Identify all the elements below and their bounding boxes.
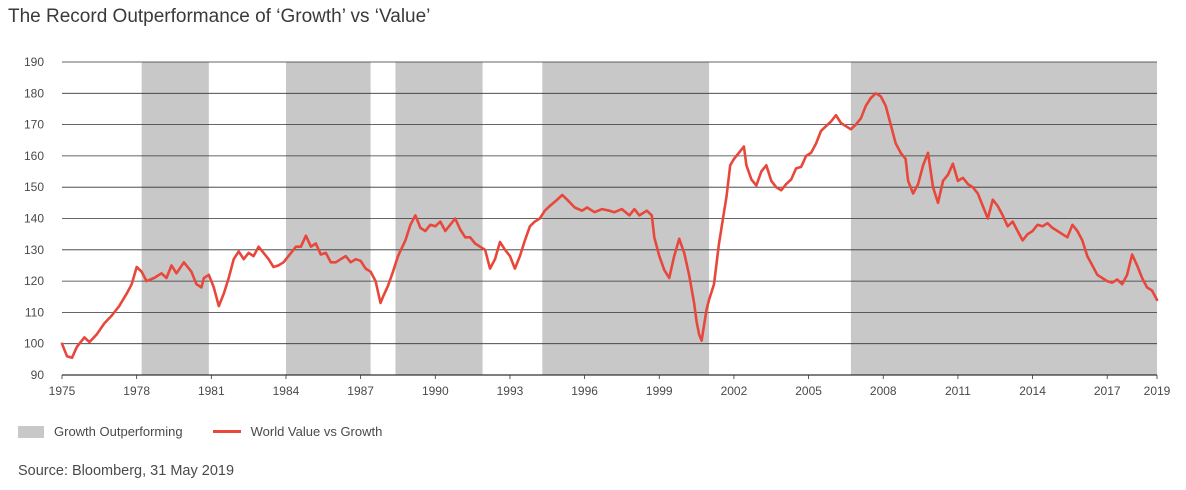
x-tick-label: 1984 bbox=[273, 384, 300, 398]
y-tick-label: 110 bbox=[25, 305, 44, 319]
legend-swatch-line bbox=[212, 430, 241, 433]
legend-label-line: World Value vs Growth bbox=[250, 424, 383, 439]
chart-title: The Record Outperformance of ‘Growth’ vs… bbox=[8, 6, 431, 27]
gridlines bbox=[62, 61, 1157, 376]
x-axis: 1975 1978 1981 1984 1987 1990 1993 1996 1999 2002… bbox=[49, 375, 1171, 398]
x-tick-label: 1990 bbox=[422, 384, 449, 398]
x-tick-label: 2019 bbox=[1144, 384, 1171, 398]
x-tick-label: 1978 bbox=[123, 384, 150, 398]
y-tick-label: 180 bbox=[24, 86, 44, 100]
x-tick-label: 1999 bbox=[646, 384, 673, 398]
series-line-1 bbox=[60, 92, 1159, 360]
x-tick-label: 1993 bbox=[497, 384, 524, 398]
x-tick-label: 2014 bbox=[1019, 384, 1046, 398]
x-tick-label: 2005 bbox=[795, 384, 822, 398]
x-tick-label: 2011 bbox=[945, 384, 971, 398]
x-tick-label: 2017 bbox=[1094, 384, 1121, 398]
y-tick-label: 90 bbox=[31, 368, 45, 382]
x-tick-label: 2008 bbox=[870, 384, 897, 398]
legend-swatch-shade bbox=[18, 425, 44, 438]
legend-label-shade: Growth Outperforming bbox=[54, 424, 183, 439]
y-tick-label: 150 bbox=[24, 180, 44, 194]
y-tick-label: 120 bbox=[24, 274, 44, 288]
series-lines bbox=[60, 92, 1159, 360]
y-tick-label: 190 bbox=[24, 55, 44, 69]
x-tick-label: 1987 bbox=[347, 384, 374, 398]
source-note: Source: Bloomberg, 31 May 2019 bbox=[18, 463, 235, 479]
x-tick-label: 1975 bbox=[49, 384, 76, 398]
y-tick-label: 160 bbox=[24, 149, 44, 163]
x-tick-label: 1996 bbox=[571, 384, 598, 398]
legend: Growth Outperforming World Value vs Grow… bbox=[18, 424, 382, 439]
x-tick-label: 2002 bbox=[721, 384, 748, 398]
y-tick-label: 130 bbox=[24, 243, 44, 257]
y-tick-label: 140 bbox=[24, 212, 44, 226]
y-axis: 90 100 110 120 130 140 150 160 170 180 190 bbox=[24, 55, 44, 382]
y-tick-label: 100 bbox=[24, 337, 44, 351]
x-tick-label: 1981 bbox=[198, 384, 225, 398]
y-tick-label: 170 bbox=[24, 118, 44, 132]
